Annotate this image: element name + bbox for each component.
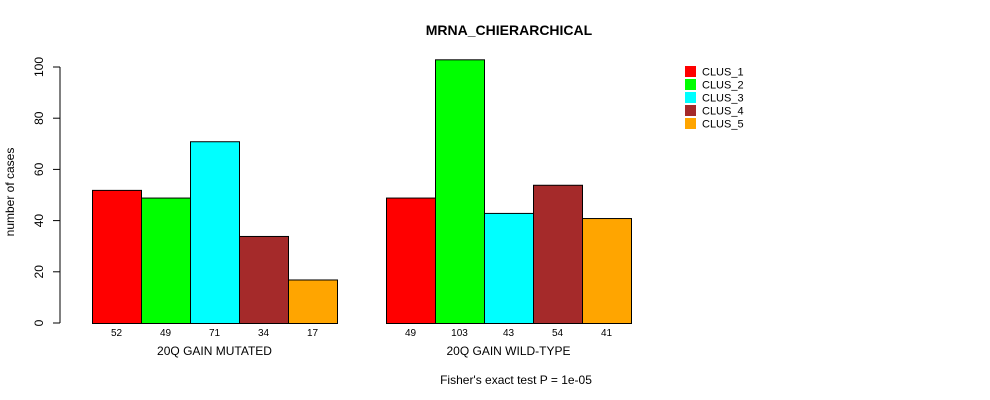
legend-label: CLUS_4 xyxy=(702,106,744,118)
bar-clus-4-group-1 xyxy=(239,235,289,325)
bar-value-label: 54 xyxy=(552,328,564,339)
bar-value-label: 103 xyxy=(451,328,468,339)
value-labels: 52 49 71 34 17 49 103 43 54 41 xyxy=(111,328,613,339)
group-label-1: 20Q GAIN MUTATED xyxy=(157,344,272,358)
bar-value-label: 52 xyxy=(111,328,123,339)
legend-swatch xyxy=(685,92,696,103)
group-labels: 20Q GAIN MUTATED 20Q GAIN WILD-TYPE xyxy=(157,344,570,358)
legend-label: CLUS_1 xyxy=(702,67,744,79)
bar-value-label: 49 xyxy=(160,328,172,339)
bar-clus-4-group-2 xyxy=(533,184,583,324)
bar-value-label: 71 xyxy=(209,328,221,339)
legend-swatch xyxy=(685,118,696,129)
bar-clus-1-group-1 xyxy=(92,189,142,324)
y-tick-label: 20 xyxy=(32,265,46,279)
y-axis: 0 20 40 60 80 100 xyxy=(32,57,61,326)
y-tick-label: 60 xyxy=(32,162,46,176)
legend-label: CLUS_2 xyxy=(702,80,744,92)
bar-value-label: 41 xyxy=(601,328,613,339)
fisher-test-footnote: Fisher's exact test P = 1e-05 xyxy=(440,373,592,387)
legend-label: CLUS_5 xyxy=(702,119,744,131)
bar-clus-5-group-1 xyxy=(288,279,338,325)
legend-swatch xyxy=(685,105,696,116)
bar-clus-5-group-2 xyxy=(582,218,632,324)
bars xyxy=(92,59,632,325)
legend-swatch xyxy=(685,79,696,90)
bar-value-label: 17 xyxy=(307,328,319,339)
bar-clus-1-group-2 xyxy=(386,197,436,324)
chart-title: MRNA_CHIERARCHICAL xyxy=(426,22,593,38)
bar-value-label: 43 xyxy=(503,328,515,339)
bar-value-label: 49 xyxy=(405,328,417,339)
bar-clus-3-group-1 xyxy=(190,141,240,324)
bar-clus-3-group-2 xyxy=(484,212,534,324)
bar-value-label: 34 xyxy=(258,328,270,339)
y-tick-label: 100 xyxy=(32,57,46,77)
legend-swatch xyxy=(685,66,696,77)
bar-clus-2-group-1 xyxy=(141,197,191,324)
y-axis-label: number of cases xyxy=(3,148,17,237)
y-tick-label: 0 xyxy=(32,319,46,326)
legend-label: CLUS_3 xyxy=(702,93,744,105)
bar-clus-2-group-2 xyxy=(435,59,485,324)
y-tick-label: 40 xyxy=(32,214,46,228)
group-label-2: 20Q GAIN WILD-TYPE xyxy=(446,344,570,358)
y-tick-label: 80 xyxy=(32,111,46,125)
